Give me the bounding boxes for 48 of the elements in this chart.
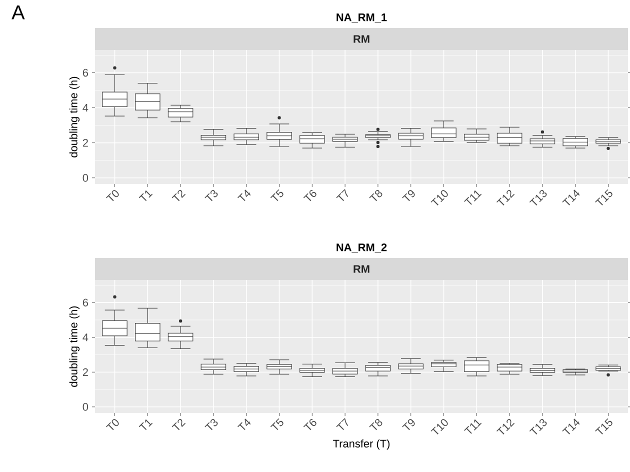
x-tick-label: T12 <box>496 190 515 206</box>
x-tick-label: T3 <box>204 190 218 202</box>
x-tick-label: T13 <box>529 190 547 206</box>
x-tick-label: T15 <box>595 189 612 206</box>
x-tick-label: T14 <box>562 418 580 434</box>
x-axis-title: Transfer (T) <box>333 439 390 450</box>
y-tick-label: 4 <box>82 104 88 112</box>
y-tick-label: 0 <box>82 403 88 411</box>
x-tick-label: T0 <box>106 419 119 430</box>
x-tick-label: T1 <box>138 190 153 202</box>
x-tick-label: T10 <box>430 190 448 206</box>
x-tick-label: T2 <box>172 190 186 202</box>
x-tick-label: T13 <box>529 418 547 434</box>
chart-title: NA_RM_1 <box>336 14 387 22</box>
y-axis-title: doubling time (h) <box>69 306 80 387</box>
y-tick-label: 4 <box>82 334 88 342</box>
x-tick-label: T2 <box>172 418 186 430</box>
text: A <box>12 6 25 20</box>
y-axis-title: doubling time (h) <box>69 76 80 158</box>
y-tick-label: 0 <box>82 174 88 182</box>
x-tick-label: T15 <box>595 418 612 434</box>
x-tick-label: T9 <box>402 419 415 430</box>
chart-title: NA_RM_2 <box>336 244 387 252</box>
chart-subtitle: RM <box>354 265 370 273</box>
x-tick-label: T0 <box>106 190 119 202</box>
x-tick-label: T4 <box>237 418 251 430</box>
x-tick-label: T3 <box>204 418 218 430</box>
y-tick-label: 2 <box>82 139 88 147</box>
y-tick-label: 2 <box>82 368 88 376</box>
x-tick-label: T6 <box>303 190 316 202</box>
x-tick-label: T4 <box>237 190 251 202</box>
x-tick-label: T6 <box>303 418 316 430</box>
x-tick-label: T10 <box>430 419 448 434</box>
x-tick-label: T1 <box>138 419 153 430</box>
x-tick-label: T5 <box>270 418 284 430</box>
y-tick-label: 6 <box>82 68 88 77</box>
x-tick-label: T11 <box>464 190 482 205</box>
x-tick-label: T5 <box>270 189 284 202</box>
x-tick-label: T8 <box>369 418 382 430</box>
x-tick-label: T7 <box>336 418 348 430</box>
x-tick-label: T8 <box>369 190 382 202</box>
chart-subtitle: RM <box>354 35 370 43</box>
x-tick-label: T14 <box>562 190 580 206</box>
x-tick-label: T7 <box>336 189 348 202</box>
y-tick-label: 6 <box>82 298 88 306</box>
x-tick-label: T9 <box>402 190 415 202</box>
x-tick-label: T12 <box>496 418 515 434</box>
x-tick-label: T11 <box>464 419 482 434</box>
